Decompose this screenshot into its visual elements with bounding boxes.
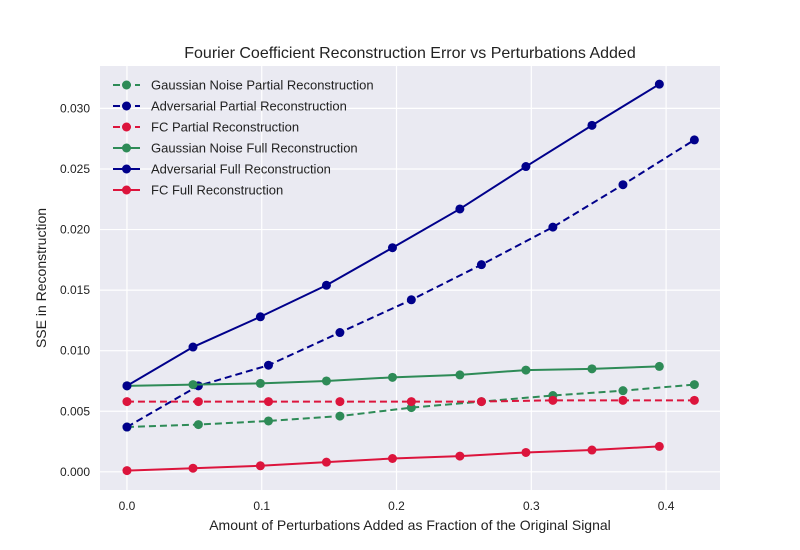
x-axis-label: Amount of Perturbations Added as Fractio… [209, 517, 611, 533]
legend-marker [122, 101, 131, 111]
x-tick-label: 0.4 [658, 499, 675, 513]
y-tick-label: 0.000 [60, 465, 90, 479]
data-point [122, 466, 132, 476]
y-tick-label: 0.010 [60, 344, 90, 358]
legend-item: Gaussian Noise Partial Reconstruction [113, 78, 374, 93]
data-point [689, 135, 699, 145]
data-point [548, 222, 558, 232]
data-point [476, 260, 486, 270]
y-axis-label: SSE in Reconstruction [33, 208, 49, 348]
data-point [387, 372, 397, 382]
x-tick-label: 0.1 [253, 499, 270, 513]
series-3 [122, 361, 664, 391]
series-2 [122, 395, 699, 407]
legend-marker [122, 122, 131, 132]
data-point [618, 395, 628, 405]
series-line [126, 383, 695, 429]
data-point [521, 162, 531, 172]
data-point [654, 441, 664, 451]
legend-item: Gaussian Noise Full Reconstruction [113, 141, 358, 156]
y-tick-label: 0.015 [60, 283, 90, 297]
data-point [521, 365, 531, 375]
data-point [406, 295, 416, 305]
data-series [122, 79, 699, 476]
legend-marker [122, 143, 131, 153]
data-point [587, 120, 597, 130]
y-tick-label: 0.005 [60, 404, 90, 418]
data-point [654, 79, 664, 89]
data-point [263, 397, 273, 407]
legend-label: Gaussian Noise Partial Reconstruction [151, 78, 374, 93]
data-point [387, 454, 397, 464]
legend-label: Gaussian Noise Full Reconstruction [151, 141, 358, 156]
legend-label: Adversarial Partial Reconstruction [151, 99, 347, 114]
data-point [122, 422, 132, 432]
chart-title: Fourier Coefficient Reconstruction Error… [184, 45, 635, 62]
legend-label: Adversarial Full Reconstruction [151, 162, 331, 177]
series-line [126, 399, 695, 403]
data-point [188, 380, 198, 390]
data-point [188, 463, 198, 473]
data-point [335, 397, 345, 407]
data-point [689, 395, 699, 405]
data-point [455, 204, 465, 214]
series-4 [122, 79, 664, 391]
data-point [321, 280, 331, 290]
tick-labels: 0.0 0.1 0.2 0.3 0.4 0.000 0.005 0.010 0.015 0.020… [60, 101, 675, 513]
data-point [618, 386, 628, 396]
data-point [122, 397, 132, 407]
series-5 [122, 441, 664, 476]
x-tick-label: 0.2 [388, 499, 405, 513]
legend-label: FC Partial Reconstruction [151, 120, 299, 135]
data-point [263, 416, 273, 426]
plot-area [100, 66, 720, 490]
data-point [689, 380, 699, 390]
data-point [122, 381, 132, 391]
data-point [548, 395, 558, 405]
legend-item: Adversarial Partial Reconstruction [113, 99, 347, 114]
data-point [406, 397, 416, 407]
data-point [263, 360, 273, 370]
data-point [455, 370, 465, 380]
data-point [255, 378, 265, 388]
data-point [255, 312, 265, 322]
legend-item: Adversarial Full Reconstruction [113, 162, 331, 177]
data-point [587, 364, 597, 374]
grid-lines [100, 66, 720, 490]
data-point [521, 447, 531, 457]
x-tick-label: 0.3 [523, 499, 540, 513]
data-point [193, 397, 203, 407]
y-tick-label: 0.025 [60, 162, 90, 176]
data-point [654, 361, 664, 371]
legend-item: FC Full Reconstruction [113, 183, 283, 198]
data-point [321, 376, 331, 386]
data-point [455, 451, 465, 461]
x-tick-label: 0.0 [119, 499, 136, 513]
data-point [618, 180, 628, 190]
data-point [255, 461, 265, 471]
data-point [321, 457, 331, 467]
legend-label: FC Full Reconstruction [151, 183, 283, 198]
data-point [587, 445, 597, 455]
data-point [476, 397, 486, 407]
data-point [188, 342, 198, 352]
data-point [193, 420, 203, 430]
legend-marker [122, 80, 131, 90]
legend-marker [122, 185, 131, 195]
y-tick-label: 0.020 [60, 223, 90, 237]
data-point [387, 243, 397, 253]
y-tick-label: 0.030 [60, 101, 90, 115]
data-point [335, 411, 345, 421]
data-point [335, 328, 345, 338]
legend-item: FC Partial Reconstruction [113, 120, 299, 135]
legend-marker [122, 164, 131, 174]
legend: Gaussian Noise Partial Reconstruction Adv… [113, 78, 374, 198]
